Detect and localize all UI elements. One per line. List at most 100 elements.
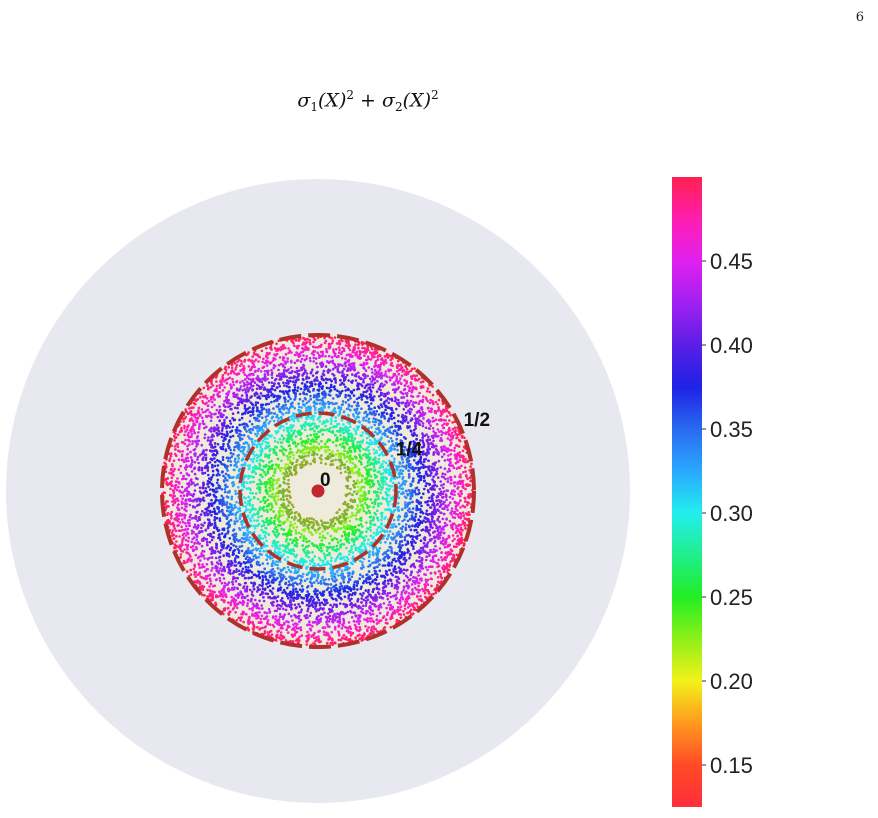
scatter-point — [352, 471, 355, 475]
scatter-point — [364, 419, 368, 422]
scatter-point — [255, 617, 258, 620]
scatter-point — [282, 510, 285, 513]
scatter-point — [339, 434, 342, 437]
scatter-point — [450, 431, 454, 435]
scatter-point — [378, 394, 381, 398]
scatter-point — [186, 543, 190, 547]
scatter-point — [222, 474, 225, 478]
scatter-point — [271, 544, 274, 548]
scatter-point — [225, 495, 229, 498]
scatter-point — [236, 393, 239, 396]
scatter-point — [443, 467, 447, 471]
scatter-point — [286, 556, 290, 559]
scatter-point — [305, 613, 309, 617]
scatter-point — [292, 412, 295, 415]
scatter-point — [278, 438, 282, 441]
scatter-point — [402, 408, 406, 411]
scatter-point — [177, 517, 180, 521]
scatter-point — [223, 367, 227, 370]
scatter-point — [378, 563, 381, 566]
scatter-point — [361, 525, 364, 528]
scatter-point — [191, 495, 195, 498]
scatter-point — [304, 537, 308, 541]
scatter-point — [273, 439, 277, 443]
scatter-point — [207, 436, 210, 439]
scatter-point — [314, 357, 318, 360]
scatter-point — [331, 372, 334, 376]
scatter-point — [426, 583, 430, 586]
scatter-point — [346, 420, 349, 424]
scatter-point — [366, 628, 369, 632]
scatter-point — [254, 492, 258, 495]
scatter-point — [318, 603, 322, 607]
scatter-point — [247, 365, 251, 368]
scatter-point — [362, 416, 366, 420]
scatter-point — [353, 580, 357, 584]
scatter-point — [380, 415, 383, 419]
scatter-point — [451, 534, 455, 537]
scatter-point — [339, 539, 343, 542]
scatter-point — [442, 483, 446, 486]
scatter-point — [421, 440, 425, 444]
scatter-point — [247, 538, 250, 542]
scatter-point — [209, 419, 213, 423]
scatter-point — [444, 493, 448, 496]
scatter-point — [180, 506, 184, 510]
scatter-point — [341, 346, 344, 350]
scatter-point — [360, 407, 363, 411]
scatter-point — [301, 575, 304, 579]
scatter-point — [240, 549, 244, 553]
scatter-point — [254, 432, 257, 436]
scatter-point — [230, 369, 234, 372]
scatter-point — [206, 533, 210, 536]
scatter-point — [399, 616, 403, 619]
scatter-point — [372, 505, 375, 509]
scatter-point — [234, 512, 238, 515]
scatter-point — [436, 576, 440, 579]
scatter-point — [320, 375, 324, 378]
scatter-point — [314, 383, 317, 386]
scatter-point — [164, 502, 167, 506]
scatter-point — [244, 497, 248, 500]
scatter-point — [287, 347, 290, 350]
scatter-point — [293, 406, 297, 410]
scatter-point — [200, 544, 204, 548]
scatter-point — [437, 558, 440, 562]
scatter-point — [257, 616, 260, 620]
scatter-point — [285, 494, 289, 498]
scatter-point — [182, 477, 186, 481]
scatter-point — [426, 568, 429, 572]
scatter-point — [231, 377, 234, 381]
scatter-point — [394, 399, 397, 403]
scatter-point — [352, 619, 356, 623]
scatter-point — [213, 521, 217, 525]
scatter-point — [330, 420, 333, 423]
scatter-point — [240, 394, 244, 397]
scatter-point — [285, 381, 288, 385]
scatter-point — [264, 572, 267, 575]
scatter-point — [428, 401, 432, 405]
scatter-point — [365, 361, 369, 365]
scatter-point — [218, 419, 222, 422]
scatter-point — [326, 601, 329, 605]
scatter-point — [355, 492, 359, 496]
scatter-point — [220, 532, 224, 535]
scatter-point — [220, 548, 223, 552]
scatter-point — [201, 419, 205, 423]
scatter-point — [271, 556, 274, 560]
scatter-point — [385, 606, 388, 610]
scatter-point — [456, 534, 460, 538]
scatter-point — [337, 346, 341, 349]
scatter-point — [175, 443, 178, 446]
scatter-point — [417, 492, 420, 496]
scatter-point — [298, 392, 302, 396]
scatter-point — [312, 433, 316, 436]
scatter-point — [306, 630, 309, 634]
scatter-point — [179, 553, 183, 556]
scatter-point — [320, 519, 323, 522]
scatter-point — [347, 363, 351, 367]
scatter-point — [208, 439, 212, 442]
scatter-point — [261, 574, 265, 578]
scatter-point — [399, 433, 403, 437]
